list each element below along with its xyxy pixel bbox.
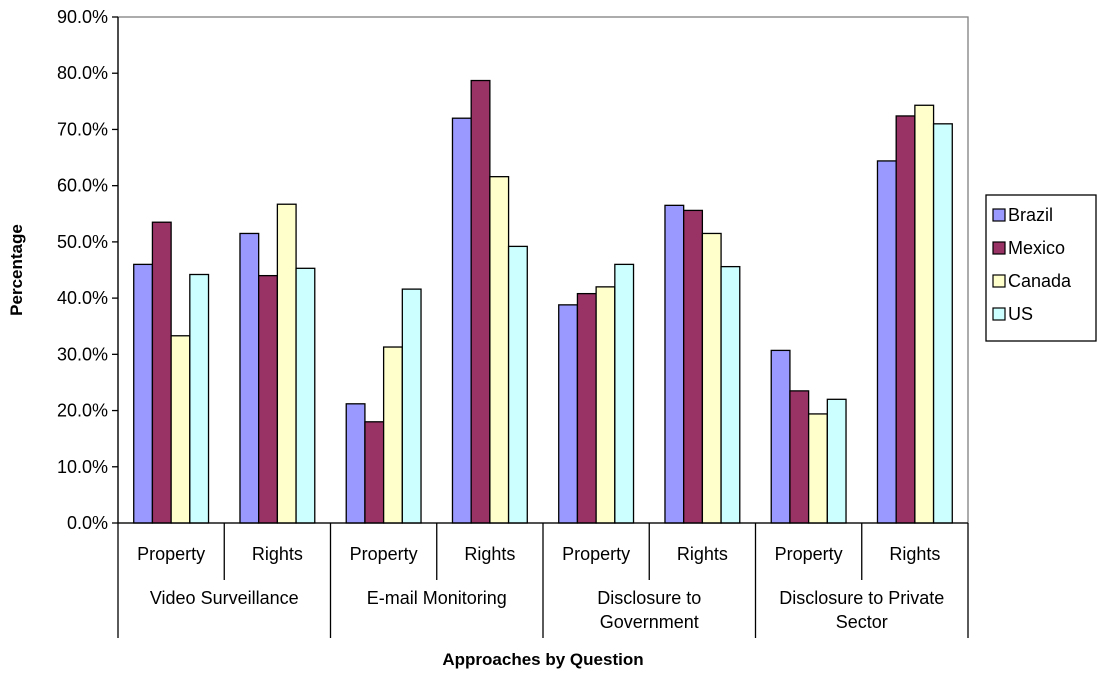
bar-mexico [151,221,172,524]
x-axis-title: Approaches by Question [442,650,643,669]
legend-label-us: US [1008,304,1033,324]
legend-label-canada: Canada [1008,271,1072,291]
x-group-label: Video Surveillance [150,588,299,608]
x-category-label: Property [137,544,205,564]
bar-us [932,123,953,524]
x-group-label: Disclosure to [597,588,701,608]
bar-brazil [770,349,791,524]
bar-canada [489,176,510,524]
bar-mexico [789,390,810,524]
y-axis: 0.0% 10.0% 20.0% 30.0% 40.0% 50.0% 60.0% 70.0% 8… [57,7,119,533]
x-category-label: Property [562,544,630,564]
x-category-label: Rights [464,544,515,564]
bars [133,79,953,524]
y-tick-label: 60.0% [57,176,108,196]
y-tick-label: 20.0% [57,401,108,421]
x-group-label: Disclosure to Private [779,588,944,608]
legend-label-brazil: Brazil [1008,205,1053,225]
x-group-label: Government [600,612,699,632]
bar-mexico [576,292,597,524]
bar-brazil [239,232,260,524]
x-group-label: E-mail Monitoring [367,588,507,608]
bar-us [401,288,422,524]
y-tick-label: 50.0% [57,232,108,252]
bar-canada [170,335,191,524]
bar-canada [807,413,828,524]
legend: Brazil Mexico Canada US [985,194,1097,342]
bar-brazil [876,160,897,524]
legend-swatch-brazil [992,208,1006,222]
bar-canada [382,346,403,524]
bar-us [189,273,210,524]
x-category-label: Rights [889,544,940,564]
bar-canada [276,203,297,524]
y-tick-label: 30.0% [57,344,108,364]
y-tick-label: 70.0% [57,119,108,139]
bar-us [614,263,635,524]
bar-us [295,267,316,524]
bar-mexico [364,421,385,524]
legend-swatch-mexico [992,241,1006,255]
bar-us [507,245,528,524]
x-category-label: Property [350,544,418,564]
bar-us [720,265,741,524]
bar-canada [595,286,616,524]
bar-brazil [451,117,472,524]
legend-label-mexico: Mexico [1008,238,1065,258]
bar-brazil [558,304,579,524]
bar-brazil [345,403,366,524]
y-tick-label: 0.0% [67,513,108,533]
legend-swatch-canada [992,274,1006,288]
bar-mexico [470,79,491,524]
bar-us [826,398,847,524]
y-tick-label: 40.0% [57,288,108,308]
bar-brazil [133,263,154,524]
bar-brazil [664,204,685,524]
bar-mexico [258,274,279,524]
x-category-label: Rights [677,544,728,564]
y-tick-label: 10.0% [57,457,108,477]
x-category-label: Rights [252,544,303,564]
x-axis: Property Rights Property Rights Property Righ… [117,522,969,638]
bar-canada [701,232,722,524]
x-group-label: Sector [836,612,888,632]
y-tick-label: 80.0% [57,63,108,83]
y-axis-title: Percentage [7,224,26,316]
y-tick-label: 90.0% [57,7,108,27]
x-category-label: Property [775,544,843,564]
bar-canada [914,104,935,524]
legend-swatch-us [992,307,1006,321]
bar-mexico [895,115,916,524]
bar-mexico [683,209,704,524]
